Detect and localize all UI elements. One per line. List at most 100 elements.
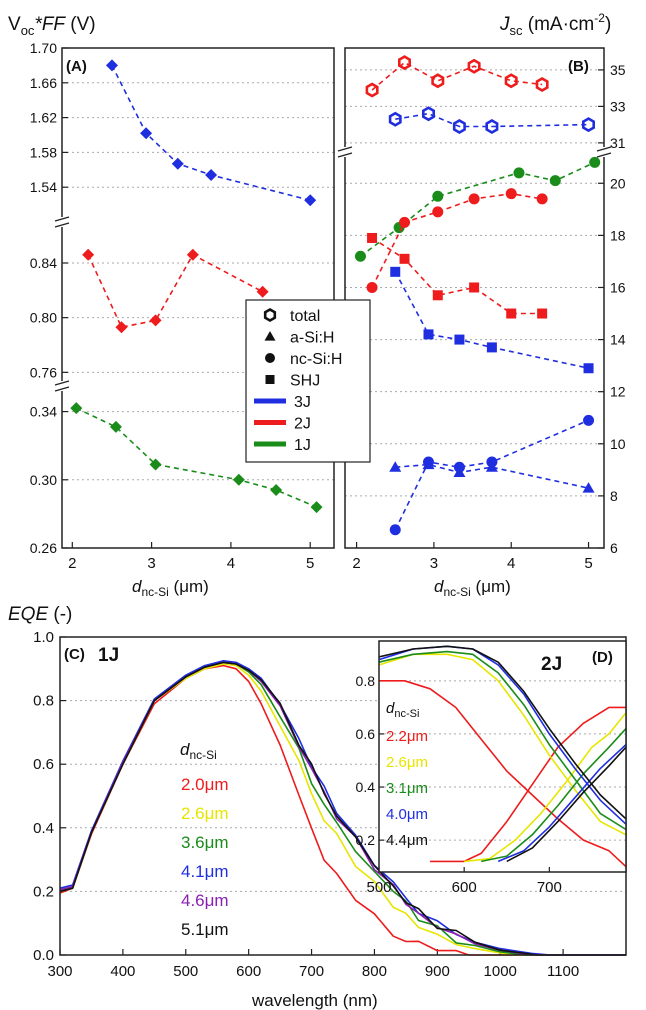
panel-a-point-2J: [256, 285, 269, 298]
panel-c-xtick-label: 500: [173, 963, 198, 980]
panel-a-axis-break-2-l1: [54, 380, 70, 386]
panel-d-legend-entry: 2.6μm: [386, 754, 428, 771]
panel-c-tag: 1J: [98, 645, 119, 666]
panel-b-point-2J total: [467, 58, 481, 74]
panel-c-ytick-label: 0.0: [33, 947, 54, 964]
panel-b-ytick-label: 33: [610, 98, 626, 114]
panel-b-point-2J total: [504, 73, 518, 89]
panel-b-xtick-label: 5: [584, 555, 592, 572]
panel-b-ytick-label: 10: [610, 436, 626, 452]
panel-b-point-2J nc-Si:H: [366, 281, 378, 293]
panel-b-point-3J a-Si:H: [485, 461, 498, 472]
panel-a-point-3J: [171, 157, 184, 170]
panel-d-ytick-label: 0.8: [356, 673, 376, 689]
panel-a-point-2J: [115, 321, 128, 334]
panel-c-xtick-label: 600: [236, 963, 261, 980]
panel-a-ytick-label: 0.30: [30, 472, 57, 488]
panel-d-xtick-label: 500: [366, 879, 391, 896]
panel-b-ytick-label: 14: [610, 332, 626, 348]
panel-b-point-3J total: [581, 117, 596, 133]
legend-marker-a-Si:H: [264, 331, 276, 341]
panel-b-ytick-label: 18: [610, 227, 626, 243]
panel-a-point-1J: [232, 473, 245, 486]
panel-b-point-2J SHJ: [469, 282, 480, 293]
panel-b-point-2J SHJ: [432, 290, 443, 301]
panel-d-curve-bottom-4.4μm: [506, 746, 627, 863]
panel-c-xtick-label: 900: [425, 963, 450, 980]
panel-d-ytick-label: 0.2: [356, 832, 376, 848]
panel-b-point-3J a-Si:H: [453, 466, 466, 477]
legend-label-3J: 3J: [294, 394, 311, 411]
panel-b-point-3J SHJ: [390, 266, 401, 277]
panel-b-ytick-label: 6: [610, 540, 618, 556]
panel-c-ylabel: EQE (-): [8, 604, 72, 625]
panel-b-series-line-3J total: [395, 112, 589, 128]
panel-a-xtick-label: 2: [68, 555, 76, 572]
panel-b-point-2J total: [365, 82, 379, 98]
legend-label-2J: 2J: [294, 416, 311, 433]
panel-d-legend-entry: 4.4μm: [386, 832, 428, 849]
panel-d-xtick-label: 700: [537, 879, 562, 896]
panel-a-ytick-label: 1.70: [30, 40, 57, 56]
panel-b-point-2J nc-Si:H: [399, 216, 411, 228]
panel-b-point-2J total: [535, 76, 549, 93]
panel-b-point-3J SHJ: [583, 363, 594, 374]
panel-b-point-2J total: [397, 55, 412, 71]
panel-b-ytick-label: 35: [610, 62, 626, 78]
panel-b-point-2J SHJ: [506, 308, 517, 319]
panel-a-point-2J: [186, 248, 199, 261]
panel-d-curve-top-2.6μm: [378, 653, 627, 836]
panel-a-axis-break-1-l1: [54, 216, 70, 222]
panel-c-legend-entry: 5.1μm: [181, 920, 229, 939]
legend-marker-nc-Si:H: [265, 353, 275, 363]
panel-b-series-line-3J SHJ: [394, 271, 589, 369]
panel-a-ytick-label: 0.26: [30, 540, 57, 556]
panel-b-series-line-1J nc-Si:H: [360, 161, 596, 257]
panel-c-xtick-label: 1100: [547, 963, 579, 980]
legend-label-nc-Si:H: nc-Si:H: [290, 351, 342, 368]
panel-b-series-line-2J SHJ: [371, 237, 543, 315]
panel-c-ytick-label: 0.4: [33, 820, 54, 837]
legend-marker-total: [263, 307, 277, 322]
panel-a-ytick-label: 1.66: [30, 75, 57, 91]
panel-a-axis-break-2-gap: [55, 381, 69, 391]
panel-b-point-3J total: [388, 111, 402, 127]
panel-c-ytick-label: 0.6: [33, 756, 54, 773]
panel-a: 1.54 1.58 1.62 1.66 1.70 0.76 0.80 0.84 0.26 0.30…: [30, 40, 335, 572]
panel-b-point-3J total: [421, 106, 436, 122]
panel-b-xtick-label: 4: [507, 555, 515, 572]
panel-b-axis-break-right-gap: [597, 147, 611, 157]
panel-c-legend-entry: 2.6μm: [181, 804, 229, 823]
panel-c-curve-5.1μm: [59, 661, 626, 956]
panel-a-point-1J: [109, 420, 122, 433]
panel-a-xlabel: dnc-Si (μm): [132, 577, 209, 599]
panel-a-ytick-label: 0.84: [30, 255, 57, 271]
panel-a-point-3J: [205, 169, 218, 182]
panel-d-legend-entry: 4.0μm: [386, 806, 428, 823]
panel-c-xtick-label: 300: [47, 963, 72, 980]
panel-d-curve-bottom-4.0μm: [497, 744, 627, 863]
panel-a-ytick-label: 0.34: [30, 404, 57, 420]
panel-b-xlabel: dnc-Si (μm): [434, 577, 511, 599]
panel-b-point-2J SHJ: [367, 232, 378, 243]
panel-d-curve-bottom-2.2μm: [430, 706, 626, 863]
panel-b-axis-break-left-l1: [337, 146, 353, 152]
panel-a-label: (A): [66, 58, 87, 75]
panel-b-point-1J nc-Si:H: [432, 190, 444, 202]
panel-b-point-1J nc-Si:H: [589, 156, 601, 168]
panel-b-point-2J nc-Si:H: [536, 193, 548, 205]
panel-b-series-line-2J nc-Si:H: [371, 192, 543, 288]
panel-d-curve-top-2.2μm: [379, 679, 627, 868]
panel-a-ytick-label: 0.80: [30, 310, 57, 326]
panel-d-ytick-label: 0.6: [356, 726, 376, 742]
panel-b-point-2J SHJ: [399, 253, 410, 264]
panel-b-axis-break-left-l2: [337, 152, 353, 158]
panel-a-point-2J: [82, 248, 95, 261]
panel-a-ytick-label: 1.62: [30, 110, 57, 126]
panel-b-point-3J a-Si:H: [422, 458, 435, 470]
panel-d-curve-bottom-3.1μm: [481, 728, 627, 863]
panel-a-series-line-2J: [87, 253, 263, 329]
panel-b-ytick-label: 8: [610, 488, 618, 504]
panel-b-point-2J nc-Si:H: [468, 193, 480, 205]
